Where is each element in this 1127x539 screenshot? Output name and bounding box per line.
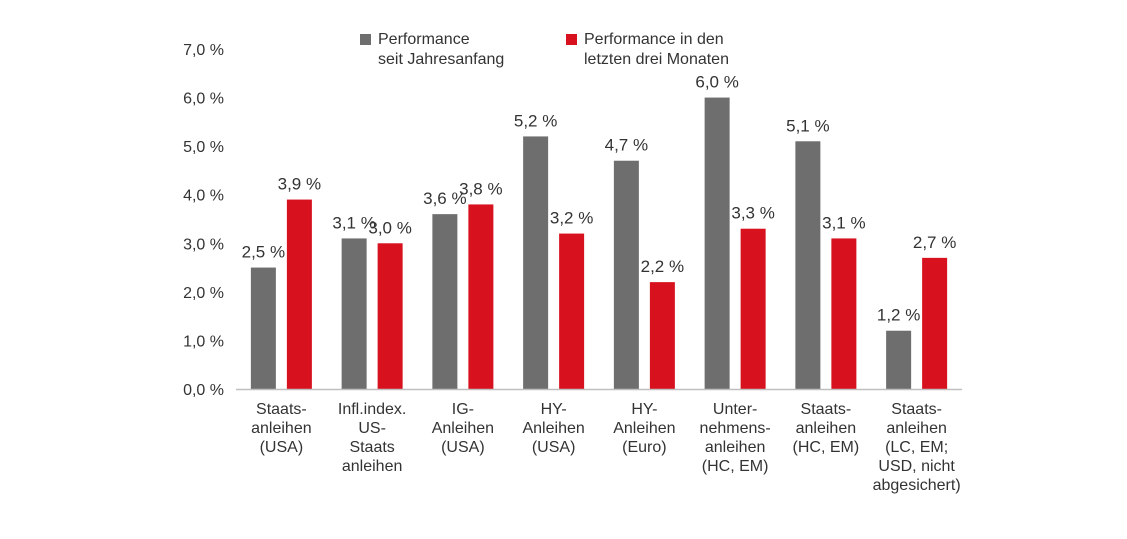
y-tick-label: 4,0 % <box>183 188 224 205</box>
category-label: anleihen <box>796 420 857 437</box>
bar-ytd <box>613 160 639 389</box>
bar-ytd <box>341 238 367 389</box>
legend-item-ytd: Performance seit Jahresanfang <box>360 30 504 70</box>
legend-label-ytd: Performance seit Jahresanfang <box>378 31 505 68</box>
category-label: Staats <box>349 439 394 456</box>
category-label: (HC, EM) <box>793 439 860 456</box>
data-label-3m: 2,2 % <box>641 257 684 276</box>
y-tick-label: 3,0 % <box>183 236 224 253</box>
category-label: (LC, EM; <box>885 439 948 456</box>
data-label-3m: 3,2 % <box>550 209 593 228</box>
category-label: HY- <box>541 401 567 418</box>
category-label: Anleihen <box>522 420 584 437</box>
category-label: anleihen <box>705 439 766 456</box>
category-label: USD, nicht <box>878 458 955 475</box>
category-label: Infl.index. <box>338 401 406 418</box>
bar-ytd <box>886 330 912 389</box>
category-label: Staats- <box>891 401 942 418</box>
category-label: Anleihen <box>432 420 494 437</box>
bar-3m <box>740 228 766 389</box>
category-label: (USA) <box>260 439 304 456</box>
category-label: US- <box>358 420 386 437</box>
category-label: abgesichert) <box>873 477 961 494</box>
category-label: (USA) <box>441 439 485 456</box>
bar-ytd <box>795 141 821 389</box>
data-label-3m: 3,8 % <box>459 179 502 198</box>
bar-ytd <box>432 214 458 389</box>
bar-3m <box>468 204 494 389</box>
legend-swatch-ytd <box>360 34 371 45</box>
category-label: Anleihen <box>613 420 675 437</box>
category-label: (Euro) <box>622 439 666 456</box>
category-label: Unter- <box>713 401 757 418</box>
data-label-ytd: 6,0 % <box>695 73 738 92</box>
data-label-3m: 3,9 % <box>278 175 321 194</box>
y-tick-label: 5,0 % <box>183 139 224 156</box>
category-label: anleihen <box>251 420 312 437</box>
category-label: HY- <box>631 401 657 418</box>
category-label: Staats- <box>801 401 852 418</box>
data-label-3m: 3,3 % <box>731 204 774 223</box>
legend-item-3m: Performance in den letzten drei Monaten <box>566 30 729 70</box>
category-label: (USA) <box>532 439 576 456</box>
legend-swatch-3m <box>566 34 577 45</box>
category-label: nehmens- <box>700 420 771 437</box>
data-label-ytd: 5,2 % <box>514 111 557 130</box>
bar-ytd <box>523 136 549 389</box>
y-tick-label: 2,0 % <box>183 285 224 302</box>
y-tick-label: 1,0 % <box>183 333 224 350</box>
legend-label-3m: Performance in den letzten drei Monaten <box>584 31 729 68</box>
data-label-ytd: 4,7 % <box>605 136 648 155</box>
data-label-3m: 3,0 % <box>368 218 411 237</box>
category-label: (HC, EM) <box>702 458 769 475</box>
bar-3m <box>922 257 948 389</box>
data-label-ytd: 1,2 % <box>877 306 920 325</box>
category-label: anleihen <box>886 420 947 437</box>
bar-ytd <box>704 97 730 390</box>
category-label: Staats- <box>256 401 307 418</box>
bar-3m <box>559 233 585 389</box>
bar-3m <box>286 199 312 389</box>
category-label: IG- <box>452 401 474 418</box>
y-tick-label: 0,0 % <box>183 382 224 399</box>
category-label: anleihen <box>342 458 403 475</box>
data-label-ytd: 2,5 % <box>242 243 285 262</box>
bar-ytd <box>250 267 276 389</box>
data-label-3m: 3,1 % <box>822 213 865 232</box>
y-tick-label: 7,0 % <box>183 42 224 59</box>
y-tick-label: 6,0 % <box>183 91 224 108</box>
data-label-ytd: 3,1 % <box>332 213 375 232</box>
bar-3m <box>649 282 675 389</box>
bar-3m <box>377 243 403 389</box>
bar-3m <box>831 238 857 389</box>
data-label-ytd: 3,6 % <box>423 189 466 208</box>
data-label-ytd: 5,1 % <box>786 116 829 135</box>
data-label-3m: 2,7 % <box>913 233 956 252</box>
